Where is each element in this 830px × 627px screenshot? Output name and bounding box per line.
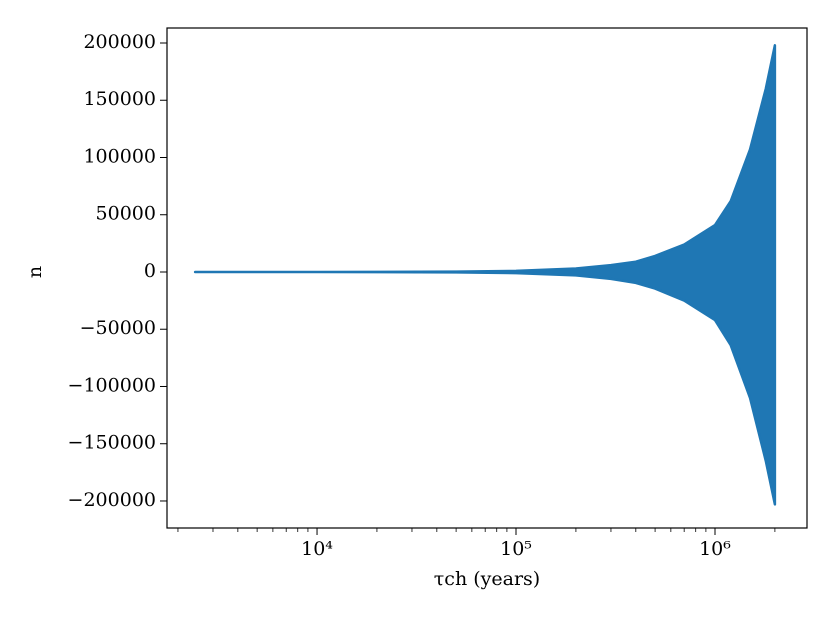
- y-tick-label: −200000: [68, 489, 156, 511]
- oscillation-band: [193, 44, 777, 506]
- x-tick-label: 10⁵: [500, 538, 532, 560]
- y-tick-label: 0: [144, 260, 156, 282]
- y-tick-label: −100000: [68, 374, 156, 396]
- y-tick-label: 100000: [83, 145, 156, 167]
- x-tick-label: 10⁴: [301, 538, 333, 560]
- y-tick-label: −150000: [68, 432, 156, 454]
- x-axis-label: τch (years): [434, 568, 540, 590]
- plot-frame: [166, 27, 808, 529]
- y-tick-label: 150000: [83, 88, 156, 110]
- x-tick-label: 10⁶: [699, 538, 731, 560]
- y-tick-label: 200000: [83, 31, 156, 53]
- y-tick-label: 50000: [96, 203, 156, 225]
- y-tick-label: −50000: [80, 317, 156, 339]
- y-axis-label: n: [24, 266, 46, 278]
